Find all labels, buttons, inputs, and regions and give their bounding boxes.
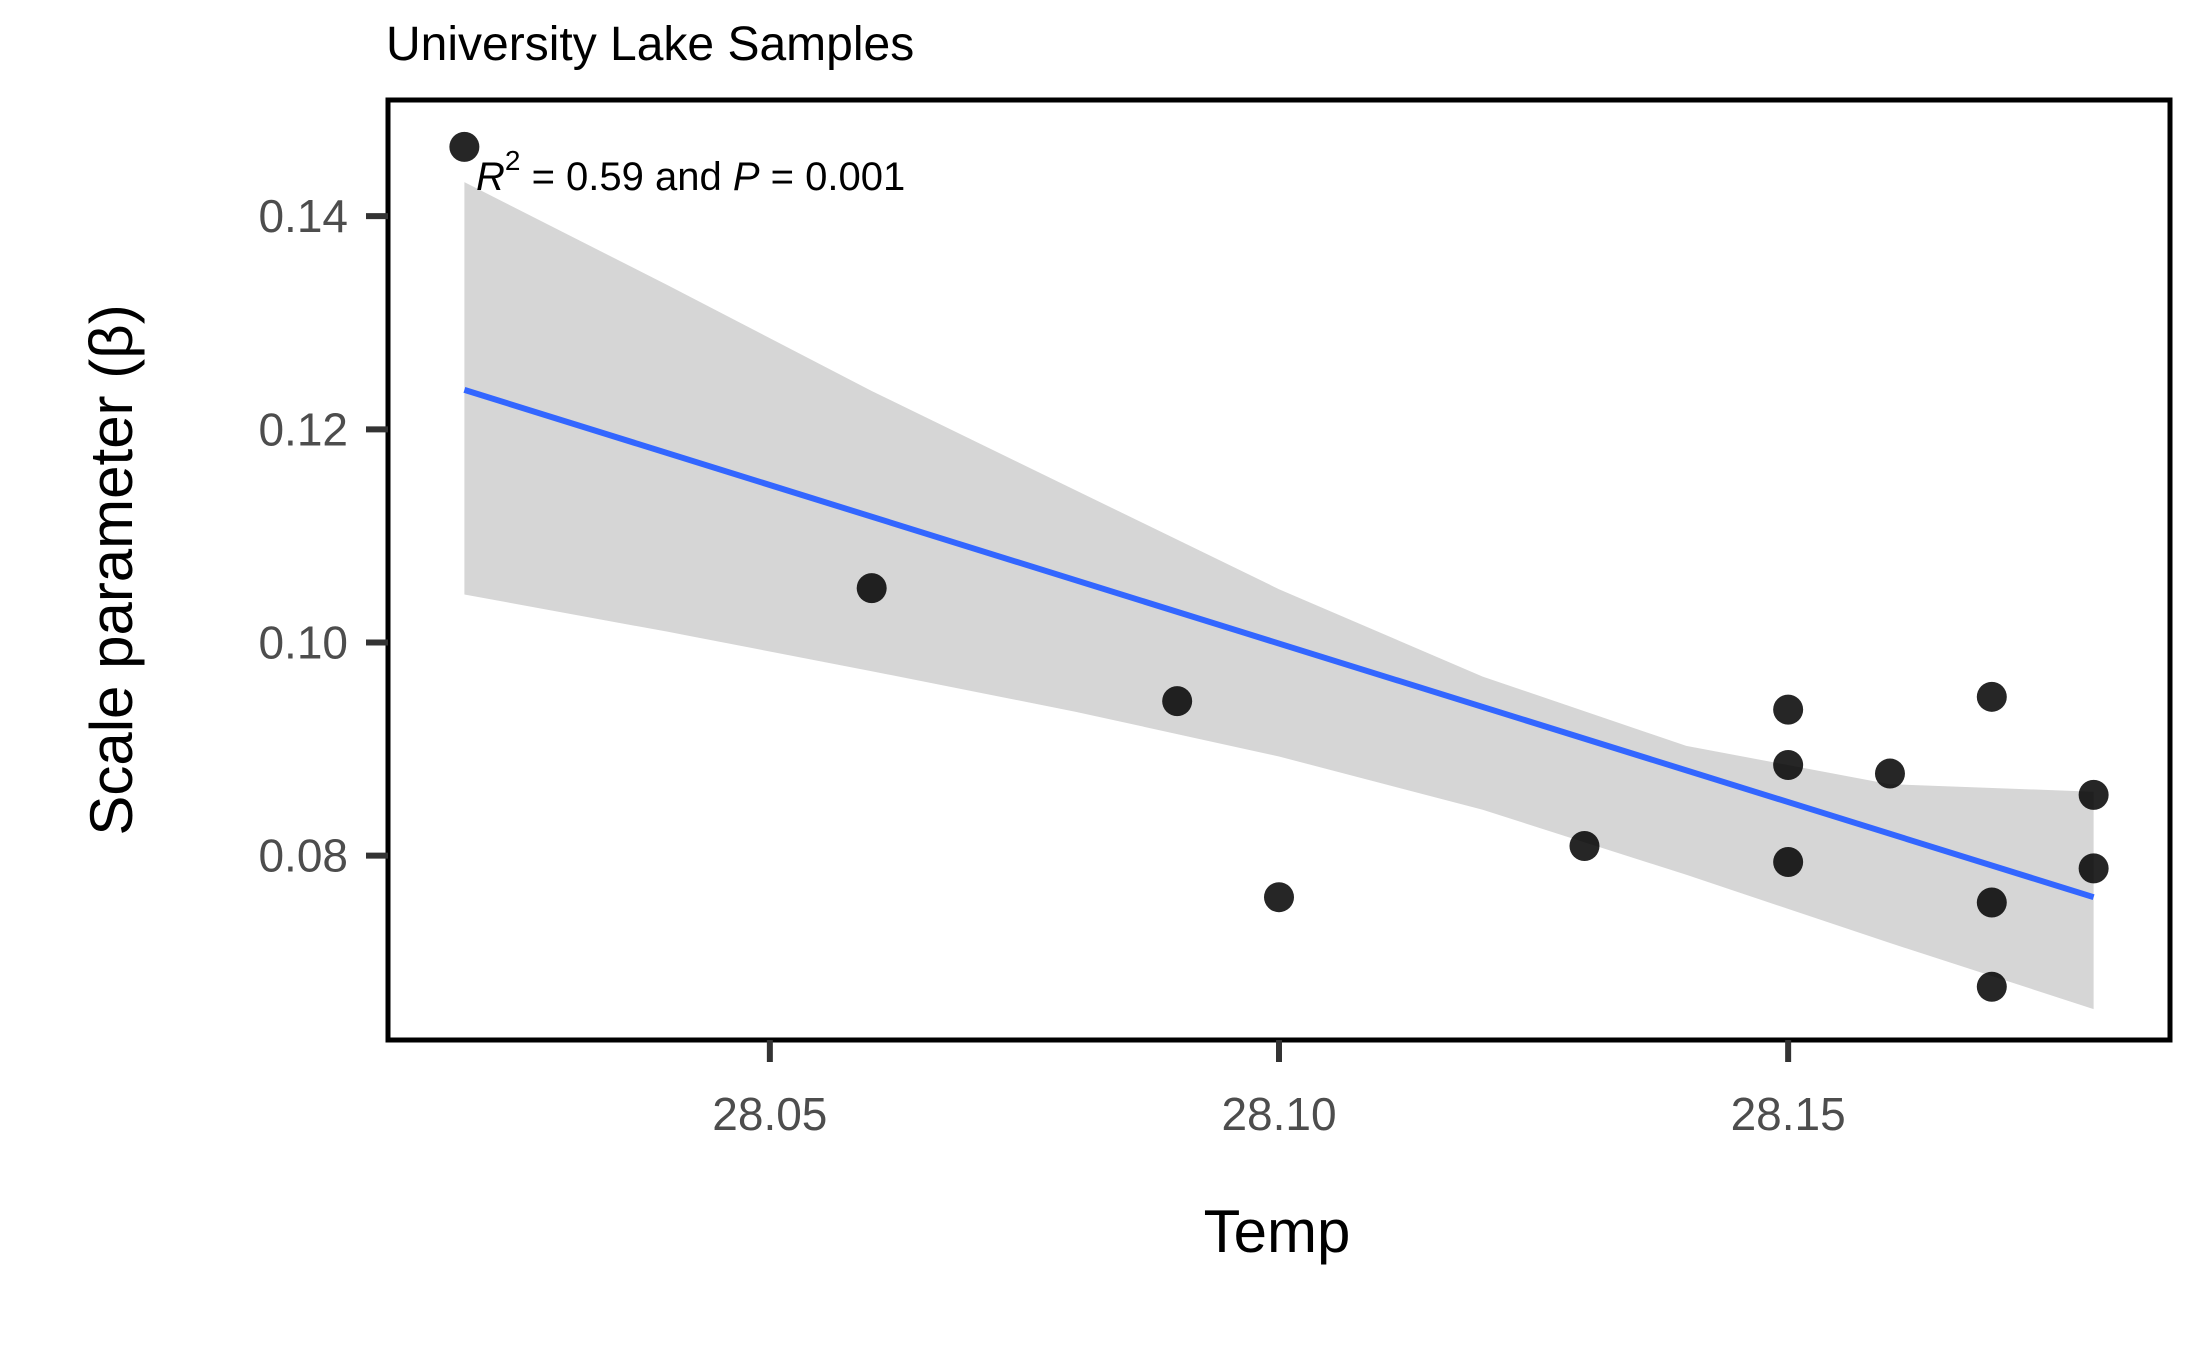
y-tick-label: 0.10	[258, 616, 348, 668]
data-point	[1874, 758, 1905, 789]
y-tick-label: 0.08	[258, 830, 348, 882]
x-tick-label: 28.10	[1221, 1088, 1336, 1140]
data-point	[1773, 847, 1804, 878]
y-tick-label: 0.12	[258, 403, 348, 455]
chart-title: University Lake Samples	[386, 18, 914, 71]
data-point	[449, 131, 480, 162]
y-axis-title: Scale parameter (β)	[78, 304, 145, 835]
x-tick-label: 28.15	[1731, 1088, 1846, 1140]
data-point	[1264, 882, 1294, 913]
annotation-p-text: = 0.001	[760, 155, 906, 199]
data-point	[1569, 831, 1600, 862]
y-tick-label: 0.14	[258, 190, 348, 242]
fit-annotation: R2 = 0.59 and P = 0.001	[476, 145, 905, 199]
confidence-band	[464, 182, 2094, 1010]
data-point	[2078, 853, 2109, 884]
annotation-r-text: = 0.59 and	[520, 155, 732, 199]
data-point	[1976, 887, 2007, 918]
annotation-p-symbol: P	[733, 155, 760, 199]
annotation-r-symbol: R	[476, 155, 505, 199]
data-point	[1773, 694, 1804, 725]
data-point	[856, 573, 887, 604]
plot-area: 28.05 28.10 28.15 0.08 0.10 0.12 0.14	[258, 97, 2173, 1140]
data-point	[1976, 681, 2007, 712]
regression-line	[463, 387, 2095, 901]
x-axis-title: Temp	[1204, 1198, 1351, 1265]
data-point	[1976, 971, 2007, 1002]
data-point	[1773, 750, 1804, 781]
x-tick-label: 28.05	[712, 1088, 827, 1140]
annotation-r-superscript: 2	[505, 145, 521, 176]
data-point	[2078, 779, 2109, 810]
data-point	[1162, 686, 1193, 717]
